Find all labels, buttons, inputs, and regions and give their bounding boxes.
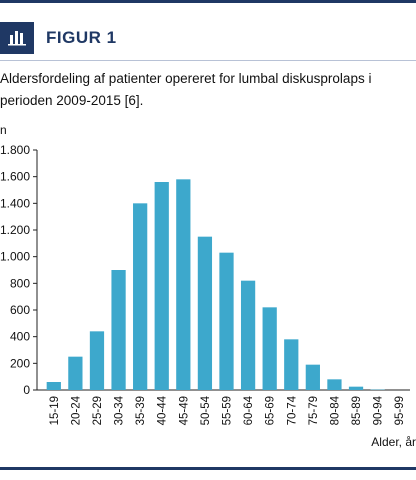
header-divider <box>0 60 416 61</box>
x-tick-label: 80-84 <box>329 395 341 425</box>
bar <box>240 280 256 390</box>
x-tick-label: 50-54 <box>200 395 212 425</box>
x-axis-label: Alder, år <box>371 435 416 449</box>
x-tick-label: 25-29 <box>92 396 104 425</box>
figure-header: FIGUR 1 <box>0 22 416 54</box>
x-tick-label: 35-39 <box>135 396 147 425</box>
bar <box>133 203 148 390</box>
x-tick-label: 55-59 <box>222 396 234 425</box>
bar <box>219 252 234 390</box>
y-tick-label: 400 <box>10 330 30 344</box>
bar <box>111 270 126 390</box>
y-tick-label: 1.200 <box>0 223 30 237</box>
figure-caption: Aldersfordeling af patienter opereret fo… <box>0 71 372 108</box>
bar <box>68 356 83 390</box>
y-tick-label: 800 <box>10 276 30 290</box>
x-tick-label: 30-34 <box>114 395 126 425</box>
x-tick-label: 20-24 <box>70 395 82 425</box>
bottom-rule <box>0 467 416 470</box>
x-tick-label: 70-74 <box>286 395 298 425</box>
bar <box>89 331 105 390</box>
y-tick-label: 1.400 <box>0 196 30 210</box>
x-tick-label: 75-79 <box>308 396 320 425</box>
x-tick-label: 95-99 <box>394 396 406 425</box>
bar <box>284 339 299 390</box>
y-tick-label: 600 <box>10 303 30 317</box>
bar <box>176 179 191 390</box>
x-tick-label: 45-49 <box>178 396 190 425</box>
x-tick-label: 90-94 <box>373 395 385 425</box>
x-tick-label: 65-69 <box>265 396 277 425</box>
bar <box>348 386 364 390</box>
y-axis-label: n <box>0 123 7 137</box>
x-tick-label: 40-44 <box>157 395 169 425</box>
bar <box>154 182 169 390</box>
figure-label: FIGUR 1 <box>46 28 117 47</box>
bar <box>305 364 320 390</box>
x-tick-label: 60-64 <box>243 395 255 425</box>
y-tick-label: 1.800 <box>0 143 30 157</box>
bar-chart: n Alder, år 0 200 400 600 800 1.000 1.200 1.400… <box>0 123 416 449</box>
bar <box>197 236 213 390</box>
bar <box>262 307 277 390</box>
top-rule <box>0 0 416 3</box>
y-tick-label: 1.600 <box>0 170 30 184</box>
y-tick-label: 1.000 <box>0 250 30 264</box>
y-tick-label: 0 <box>23 383 30 397</box>
bar <box>327 379 342 390</box>
bar <box>46 382 61 390</box>
y-tick-label: 200 <box>10 356 30 370</box>
bar-chart-icon <box>0 22 34 54</box>
x-tick-label: 15-19 <box>49 396 61 425</box>
x-tick-label: 85-89 <box>351 396 363 425</box>
